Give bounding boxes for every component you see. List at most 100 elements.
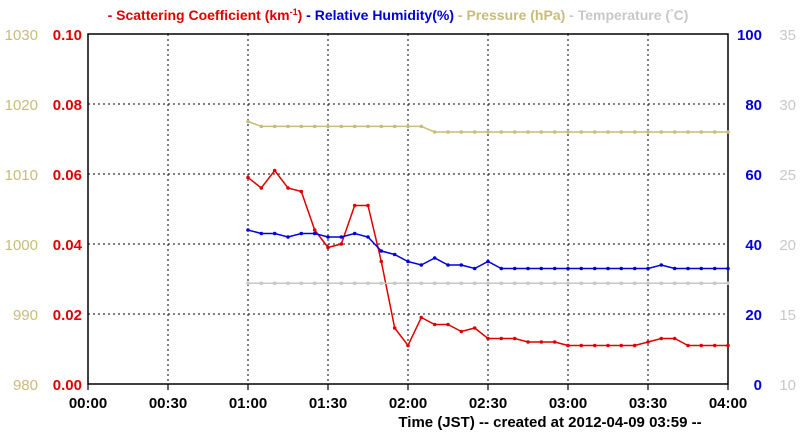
- humidity-data-point: [246, 228, 250, 232]
- humidity-data-point: [379, 249, 384, 253]
- temperature-data-point: [406, 281, 410, 286]
- humidity-data-point: [699, 266, 704, 271]
- pressure-data-point: [299, 124, 304, 129]
- scattering-data-point: [459, 329, 464, 334]
- pressure-data-point: [712, 130, 717, 134]
- scattering-data-point: [592, 343, 597, 348]
- temperature-data-point: [312, 281, 317, 286]
- pressure-data-point: [352, 124, 357, 129]
- scattering-data-point: [686, 343, 690, 348]
- temperature-data-point: [566, 281, 570, 286]
- humidity-data-point: [312, 231, 317, 236]
- scattering-data-point: [339, 242, 344, 246]
- x-tick-label: 02:00: [389, 395, 427, 412]
- humidity-tick-label: 20: [745, 307, 762, 324]
- pressure-tick-label: 1000: [5, 237, 38, 254]
- pressure-data-point: [272, 124, 277, 129]
- humidity-data-point: [539, 266, 544, 271]
- scattering-data-point: [326, 245, 330, 250]
- temperature-data-point: [659, 281, 664, 286]
- temperature-data-point: [259, 281, 264, 286]
- temperature-data-point: [352, 281, 357, 286]
- humidity-data-point: [459, 263, 464, 267]
- pressure-tick-label: 1010: [5, 167, 38, 184]
- scattering-tick-label: 0.06: [53, 167, 82, 184]
- humidity-data-point: [526, 266, 530, 271]
- pressure-data-point: [432, 130, 437, 134]
- pressure-data-point: [659, 130, 664, 134]
- x-tick-label: 04:00: [709, 395, 747, 412]
- pressure-data-point: [312, 124, 317, 129]
- pressure-data-point: [486, 130, 490, 134]
- humidity-tick-label: 0: [754, 377, 762, 394]
- scattering-tick-label: 0.00: [53, 377, 82, 394]
- temperature-data-point: [379, 281, 384, 286]
- humidity-tick-label: 60: [745, 167, 762, 184]
- scattering-data-point: [299, 189, 304, 194]
- scattering-data-point: [392, 326, 397, 330]
- pressure-data-point: [579, 130, 584, 134]
- scattering-data-point: [379, 259, 384, 264]
- humidity-data-point: [646, 266, 650, 271]
- humidity-tick-label: 80: [745, 97, 762, 114]
- humidity-data-point: [352, 231, 357, 236]
- pressure-tick-label: 980: [13, 377, 38, 394]
- scattering-data-point: [579, 343, 584, 348]
- humidity-data-point: [512, 266, 517, 271]
- pressure-data-point: [566, 130, 570, 134]
- humidity-data-point: [619, 266, 624, 271]
- temperature-data-point: [526, 281, 530, 286]
- scattering-data-point: [539, 340, 544, 344]
- series-layer: [246, 119, 730, 348]
- scattering-data-point: [552, 340, 557, 344]
- temperature-data-point: [286, 281, 290, 286]
- legend-temperature-text: °: [670, 7, 674, 17]
- scattering-data-point: [246, 175, 250, 180]
- humidity-data-point: [486, 259, 490, 264]
- humidity-data-point: [672, 266, 677, 271]
- temperature-tick-label: 15: [779, 307, 796, 324]
- scattering-tick-label: 0.08: [53, 97, 82, 114]
- pressure-data-point: [379, 124, 384, 129]
- legend: - Scattering Coefficient (km-1) - Relati…: [108, 7, 689, 23]
- pressure-data-point: [672, 130, 677, 134]
- scattering-data-point: [352, 203, 357, 208]
- pressure-data-point: [259, 124, 264, 129]
- temperature-data-point: [699, 281, 704, 286]
- axis-ticks: 00:00 00:30 01:00 01:30 02:00 02:30 03:00 03:30…: [5, 27, 796, 412]
- pressure-data-point: [646, 130, 650, 134]
- pressure-data-point: [726, 130, 730, 134]
- pressure-data-point: [406, 124, 410, 129]
- temperature-data-point: [726, 281, 730, 286]
- humidity-data-point: [606, 266, 610, 271]
- humidity-data-point: [632, 266, 637, 271]
- humidity-data-point: [499, 266, 504, 271]
- temperature-data-point: [499, 281, 504, 286]
- temperature-data-point: [392, 281, 397, 286]
- x-tick-label: 03:00: [549, 395, 587, 412]
- pressure-data-point: [699, 130, 704, 134]
- temperature-data-point: [366, 281, 370, 286]
- temperature-data-point: [272, 281, 277, 286]
- pressure-data-point: [499, 130, 504, 134]
- humidity-data-point: [406, 259, 410, 264]
- legend-humidity-text: - Relative Humidity(%): [302, 7, 454, 23]
- temperature-data-point: [686, 281, 690, 286]
- temperature-data-point: [472, 281, 477, 286]
- scattering-data-point: [619, 343, 624, 348]
- x-tick-label: 01:30: [309, 395, 347, 412]
- temperature-data-point: [579, 281, 584, 286]
- temperature-data-point: [672, 281, 677, 286]
- scattering-data-point: [699, 343, 704, 348]
- temperature-data-point: [646, 281, 650, 286]
- pressure-data-point: [446, 130, 450, 134]
- temperature-data-point: [446, 281, 450, 286]
- pressure-data-point: [472, 130, 477, 134]
- scattering-data-point: [526, 340, 530, 344]
- humidity-data-point: [326, 235, 330, 239]
- pressure-data-point: [419, 124, 424, 129]
- legend-temperature-text: C): [674, 7, 689, 23]
- temperature-tick-label: 25: [779, 167, 796, 184]
- legend-scattering-text: -1: [290, 7, 298, 17]
